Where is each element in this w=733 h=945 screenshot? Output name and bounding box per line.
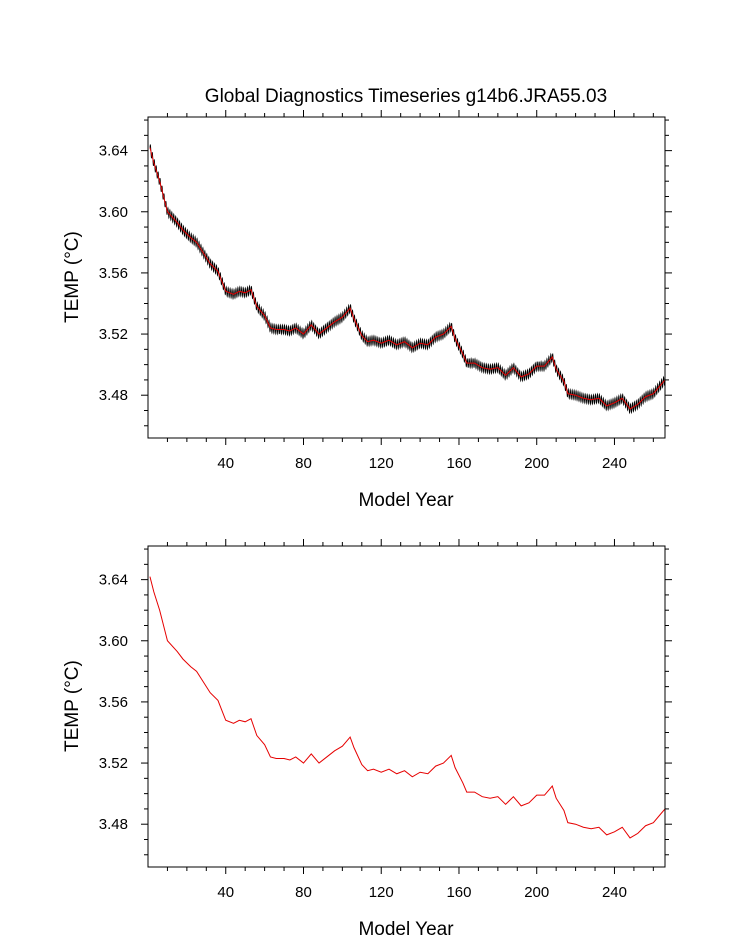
monthly-series-line	[149, 144, 666, 415]
chart-title: Global Diagnostics Timeseries g14b6.JRA5…	[205, 86, 607, 107]
top-panel: 3.48 3.52 3.56 3.60 3.64 40 80 120 160 200 240 TE…	[62, 110, 672, 511]
bottom-panel: 3.48 3.52 3.56 3.60 3.64 40 80 120 160 200 240 TE…	[62, 539, 672, 940]
annual-mean-series-line	[149, 147, 666, 410]
x-tick-label: 40	[217, 455, 234, 472]
x-tick-label: 200	[524, 884, 549, 901]
x-tick-label: 160	[446, 455, 471, 472]
x-tick-label: 240	[602, 455, 627, 472]
bottom-x-tick-labels: 40 80 120 160 200 240	[217, 884, 627, 901]
x-tick-label: 120	[369, 884, 394, 901]
top-x-tick-labels: 40 80 120 160 200 240	[217, 455, 627, 472]
x-tick-label: 200	[524, 455, 549, 472]
top-plot-lines	[149, 144, 666, 415]
y-tick-label: 3.60	[99, 633, 128, 650]
y-tick-label: 3.52	[99, 755, 128, 772]
x-tick-label: 160	[446, 884, 471, 901]
top-y-axis-title: TEMP (°C)	[62, 231, 83, 323]
x-tick-label: 240	[602, 884, 627, 901]
x-tick-label: 40	[217, 884, 234, 901]
annual-mean-series-line	[149, 576, 666, 839]
bottom-y-axis-title: TEMP (°C)	[62, 660, 83, 752]
bottom-plot-frame	[147, 545, 666, 868]
y-tick-label: 3.64	[99, 143, 128, 160]
x-tick-label: 120	[369, 455, 394, 472]
x-tick-label: 80	[295, 884, 312, 901]
y-tick-label: 3.48	[99, 387, 128, 404]
bottom-axis-ticks	[141, 539, 672, 874]
top-plot-frame	[147, 116, 666, 439]
y-tick-label: 3.60	[99, 204, 128, 221]
bottom-y-tick-labels: 3.48 3.52 3.56 3.60 3.64	[99, 572, 128, 834]
top-axis-ticks	[141, 110, 672, 445]
bottom-plot-lines	[149, 576, 666, 839]
bottom-x-axis-title: Model Year	[358, 919, 454, 940]
y-tick-label: 3.56	[99, 694, 128, 711]
y-tick-label: 3.52	[99, 326, 128, 343]
y-tick-label: 3.48	[99, 816, 128, 833]
x-tick-label: 80	[295, 455, 312, 472]
y-tick-label: 3.56	[99, 265, 128, 282]
top-y-tick-labels: 3.48 3.52 3.56 3.60 3.64	[99, 143, 128, 405]
y-tick-label: 3.64	[99, 572, 128, 589]
top-x-axis-title: Model Year	[358, 490, 454, 511]
